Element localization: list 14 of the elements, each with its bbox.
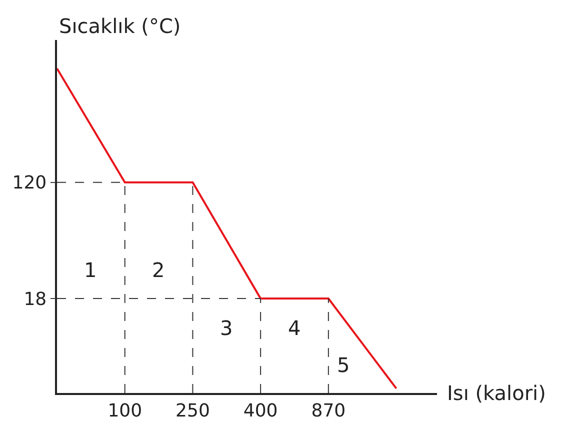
line-series [57,67,398,390]
x-tick-label: 400 [243,400,278,422]
x-tick-label: 870 [311,400,346,422]
annotation: 2 [152,258,165,282]
annotation: 3 [220,316,233,340]
y-tick-label: 120 [12,172,47,194]
y-axis-title: Sıcaklık (°C) [59,14,181,38]
x-tick-label: 250 [176,400,210,422]
x-axis-title: Isı (kalori) [447,381,546,405]
annotation: 5 [337,353,350,377]
annotation: 1 [84,258,97,282]
annotation: 4 [288,316,301,340]
x-tick-label: 100 [108,400,142,422]
y-tick-label: 18 [24,288,47,310]
